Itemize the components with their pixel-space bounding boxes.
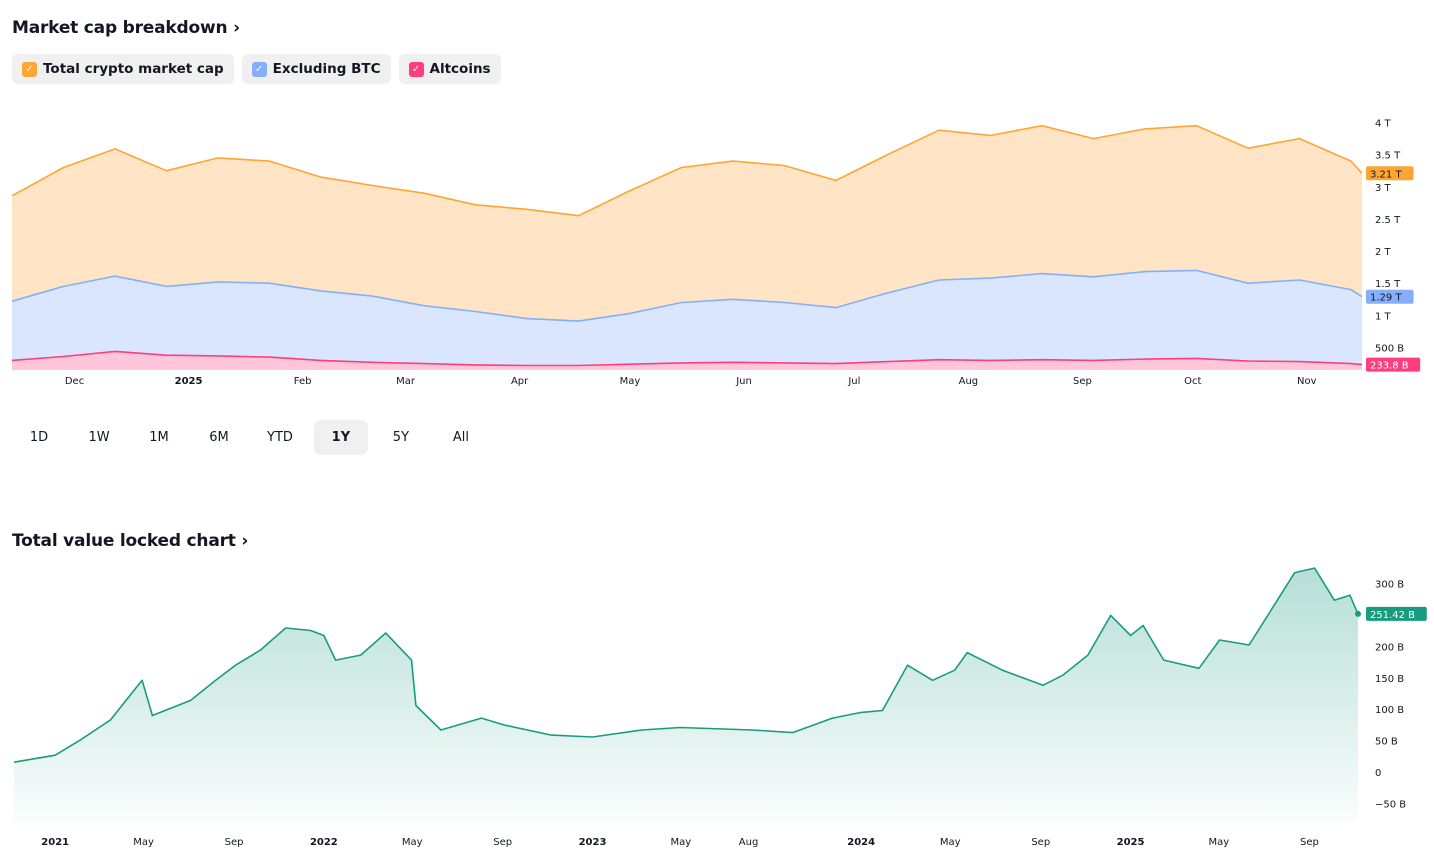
y-tick-label: 1.5 T [1375, 279, 1401, 290]
range-selector: 1D 1W 1M 6M YTD 1Y 5Y All [12, 420, 494, 455]
checkbox-icon: ✓ [22, 61, 37, 77]
y-tick-label: 2.5 T [1375, 215, 1401, 226]
series-area-2 [12, 351, 1362, 370]
x-tick-label: Sep [1031, 837, 1050, 848]
tvl-title[interactable]: Total value locked chart › [12, 531, 249, 551]
legend-total[interactable]: ✓ Total crypto market cap [12, 54, 234, 84]
x-tick-label: Apr [511, 376, 529, 387]
checkbox-icon: ✓ [408, 61, 424, 77]
x-tick-label: Aug [959, 376, 979, 387]
x-tick-label: Sep [1073, 376, 1092, 387]
x-tick-label: May [1209, 837, 1230, 848]
x-tick-label: Aug [739, 837, 759, 848]
x-tick-label: 2022 [310, 837, 338, 848]
range-1d[interactable]: 1D [29, 430, 49, 445]
last-value-badge [1366, 357, 1421, 372]
checkbox-icon: ✓ [251, 61, 267, 77]
x-tick-label: May [671, 837, 692, 848]
last-value-label: 251.42 B [1370, 610, 1415, 621]
y-tick-label: 300 B [1375, 579, 1404, 590]
x-tick-label: May [133, 837, 154, 848]
y-tick-label: 1 T [1375, 311, 1392, 322]
x-tick-label: Sep [1300, 837, 1319, 848]
x-tick-label: Mar [396, 376, 416, 387]
y-tick-label: 0 [1375, 768, 1381, 779]
series-area-1 [12, 270, 1362, 370]
x-tick-label: Sep [493, 837, 512, 848]
range-5y[interactable]: 5Y [392, 430, 410, 445]
range-ytd[interactable]: YTD [267, 430, 293, 445]
y-tick-label: 100 B [1375, 705, 1404, 716]
y-tick-label: 2 T [1375, 247, 1392, 258]
x-tick-label: May [402, 837, 423, 848]
y-tick-label: 4 T [1375, 119, 1392, 130]
y-tick-label: 3 T [1375, 183, 1392, 194]
y-tick-label: 3.5 T [1375, 151, 1401, 162]
range-all[interactable]: All [452, 430, 469, 445]
last-point-marker [1355, 610, 1361, 617]
x-tick-label: 2025 [1117, 837, 1145, 848]
x-tick-label: May [940, 837, 961, 848]
chevron-right-icon: › [227, 18, 240, 38]
x-tick-label: 2024 [847, 837, 875, 848]
range-1m[interactable]: 1M [149, 430, 169, 445]
last-value-label: 1.29 T [1370, 293, 1402, 304]
last-value-badge [1366, 606, 1427, 621]
series-line-0 [11, 124, 1363, 217]
last-value-label: 233.8 B [1370, 361, 1409, 372]
y-tick-label: 500 B [1375, 344, 1404, 355]
x-tick-label: 2021 [41, 837, 69, 848]
x-tick-label: Nov [1297, 376, 1317, 387]
legend-excluding-btc[interactable]: ✓ Excluding BTC [241, 54, 391, 84]
chevron-right-icon: › [235, 531, 249, 551]
last-value-badge [1366, 289, 1414, 304]
legend-altcoins[interactable]: ✓ Altcoins [398, 54, 501, 84]
x-tick-label: Sep [225, 837, 244, 848]
last-value-label: 3.21 T [1370, 169, 1402, 180]
market-cap-chart[interactable]: 500 B 1 T 1.5 T 2 T 2.5 T 3 T 3.5 T 4 T 3.21 T 1.… [0, 0, 1434, 400]
range-6m[interactable]: 6M [209, 430, 229, 445]
range-1w[interactable]: 1W [88, 430, 110, 445]
x-tick-label: 2025 [175, 376, 203, 387]
y-tick-label: 50 B [1375, 737, 1398, 748]
x-tick-label: May [620, 376, 641, 387]
y-tick-label: 200 B [1375, 642, 1404, 653]
x-tick-label: Jul [847, 376, 860, 387]
legend: ✓ Total crypto market cap ✓ Excluding BTC … [12, 54, 501, 84]
series-line-2 [11, 350, 1363, 367]
x-tick-label: Feb [294, 376, 312, 387]
series-area-0 [14, 568, 1358, 822]
market-cap-title[interactable]: Market cap breakdown › [12, 18, 240, 38]
range-1y[interactable]: 1Y [313, 420, 368, 455]
x-tick-label: Jun [735, 376, 752, 387]
series-line-1 [11, 269, 1363, 322]
last-value-badge [1366, 166, 1414, 181]
y-tick-label: 150 B [1375, 674, 1404, 685]
y-tick-label: −50 B [1375, 800, 1406, 811]
x-tick-label: 2023 [579, 837, 607, 848]
x-tick-label: Oct [1184, 376, 1201, 387]
series-line-0 [13, 567, 1359, 763]
x-tick-label: Dec [65, 376, 84, 387]
